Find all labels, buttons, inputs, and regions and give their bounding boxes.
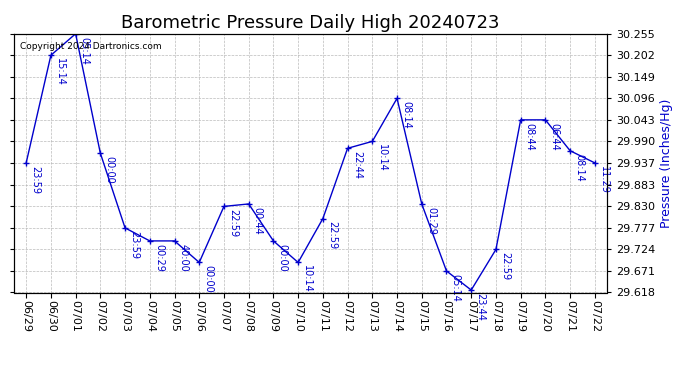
Text: 01:29: 01:29 bbox=[426, 207, 436, 235]
Text: 00:00: 00:00 bbox=[277, 244, 288, 272]
Text: 11:29: 11:29 bbox=[599, 166, 609, 194]
Text: 08:14: 08:14 bbox=[401, 101, 411, 129]
Text: 23:59: 23:59 bbox=[129, 231, 139, 259]
Text: 23:44: 23:44 bbox=[475, 293, 485, 321]
Text: 08:44: 08:44 bbox=[525, 123, 535, 150]
Text: 00:00: 00:00 bbox=[204, 265, 213, 293]
Text: 22:59: 22:59 bbox=[500, 252, 510, 280]
Text: 22:59: 22:59 bbox=[327, 221, 337, 249]
Text: 08:14: 08:14 bbox=[574, 153, 584, 181]
Text: 05:14: 05:14 bbox=[80, 36, 90, 64]
Text: 00:44: 00:44 bbox=[253, 207, 263, 234]
Title: Barometric Pressure Daily High 20240723: Barometric Pressure Daily High 20240723 bbox=[121, 14, 500, 32]
Text: 06:44: 06:44 bbox=[549, 123, 560, 150]
Text: 22:44: 22:44 bbox=[352, 151, 362, 179]
Text: 00:29: 00:29 bbox=[154, 244, 164, 272]
Text: 10:14: 10:14 bbox=[302, 265, 313, 293]
Text: 05:14: 05:14 bbox=[451, 274, 461, 302]
Text: 15:14: 15:14 bbox=[55, 58, 65, 86]
Text: 23:59: 23:59 bbox=[30, 166, 40, 194]
Text: 40:00: 40:00 bbox=[179, 244, 188, 272]
Y-axis label: Pressure (Inches/Hg): Pressure (Inches/Hg) bbox=[660, 99, 673, 228]
Text: Copyright 2024 Dartronics.com: Copyright 2024 Dartronics.com bbox=[20, 42, 161, 51]
Text: 10:14: 10:14 bbox=[377, 144, 386, 172]
Text: 22:59: 22:59 bbox=[228, 209, 238, 237]
Text: 00:00: 00:00 bbox=[104, 156, 115, 184]
